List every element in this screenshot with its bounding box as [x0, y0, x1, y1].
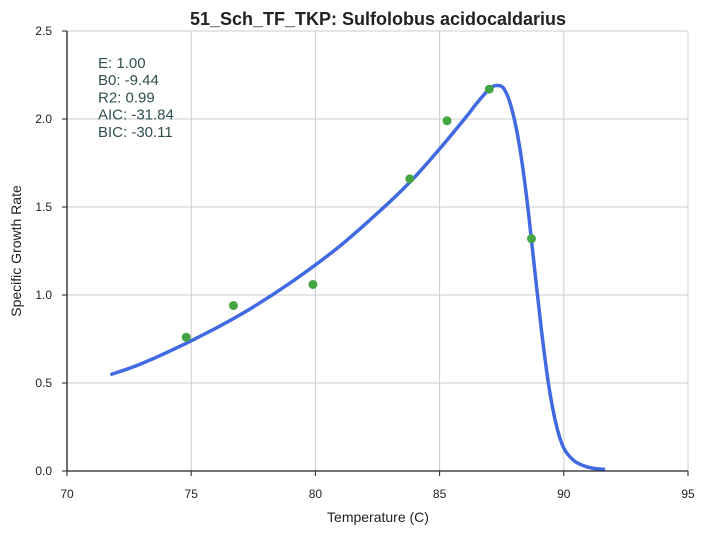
x-tick-label: 75 — [185, 487, 199, 501]
y-tick-label: 0.0 — [35, 464, 52, 478]
fit-statistic-line: BIC: -30.11 — [98, 124, 173, 141]
data-point — [405, 174, 415, 184]
y-tick-label: 1.0 — [35, 288, 52, 302]
data-point — [484, 84, 494, 94]
data-point — [228, 301, 238, 311]
data-point — [181, 332, 191, 342]
x-tick-label: 80 — [309, 487, 323, 501]
fit-curve-layer — [109, 83, 606, 471]
data-point — [527, 234, 537, 244]
y-tick-label: 2.0 — [35, 112, 52, 126]
y-tick-label: 2.5 — [35, 24, 52, 38]
fit-statistic-line: R2: 0.99 — [98, 89, 155, 106]
fit-statistic-line: AIC: -31.84 — [98, 107, 174, 124]
x-tick-label: 70 — [60, 487, 74, 501]
fit-statistic-line: B0: -9.44 — [98, 72, 159, 89]
y-axis-label: Specific Growth Rate — [8, 185, 24, 317]
fit-statistic-line: E: 1.00 — [98, 55, 146, 72]
x-axis-label: Temperature (C) — [327, 509, 429, 525]
data-point — [308, 279, 318, 289]
chart-title: 51_Sch_TF_TKP: Sulfolobus acidocaldarius — [190, 9, 566, 29]
grid-lines — [67, 30, 689, 471]
x-tick-label: 85 — [433, 487, 447, 501]
x-tick-label: 90 — [557, 487, 571, 501]
x-tick-label: 95 — [681, 487, 695, 501]
data-point — [442, 116, 452, 126]
fit-curve-line — [109, 83, 606, 471]
tick-labels: 70 75 80 85 90 95 0.0 0.5 1.0 1.5 2.0 2.5 — [35, 24, 695, 501]
y-tick-label: 0.5 — [35, 376, 52, 390]
y-tick-label: 1.5 — [35, 200, 52, 214]
axes — [62, 30, 689, 476]
data-points-layer — [181, 84, 537, 342]
